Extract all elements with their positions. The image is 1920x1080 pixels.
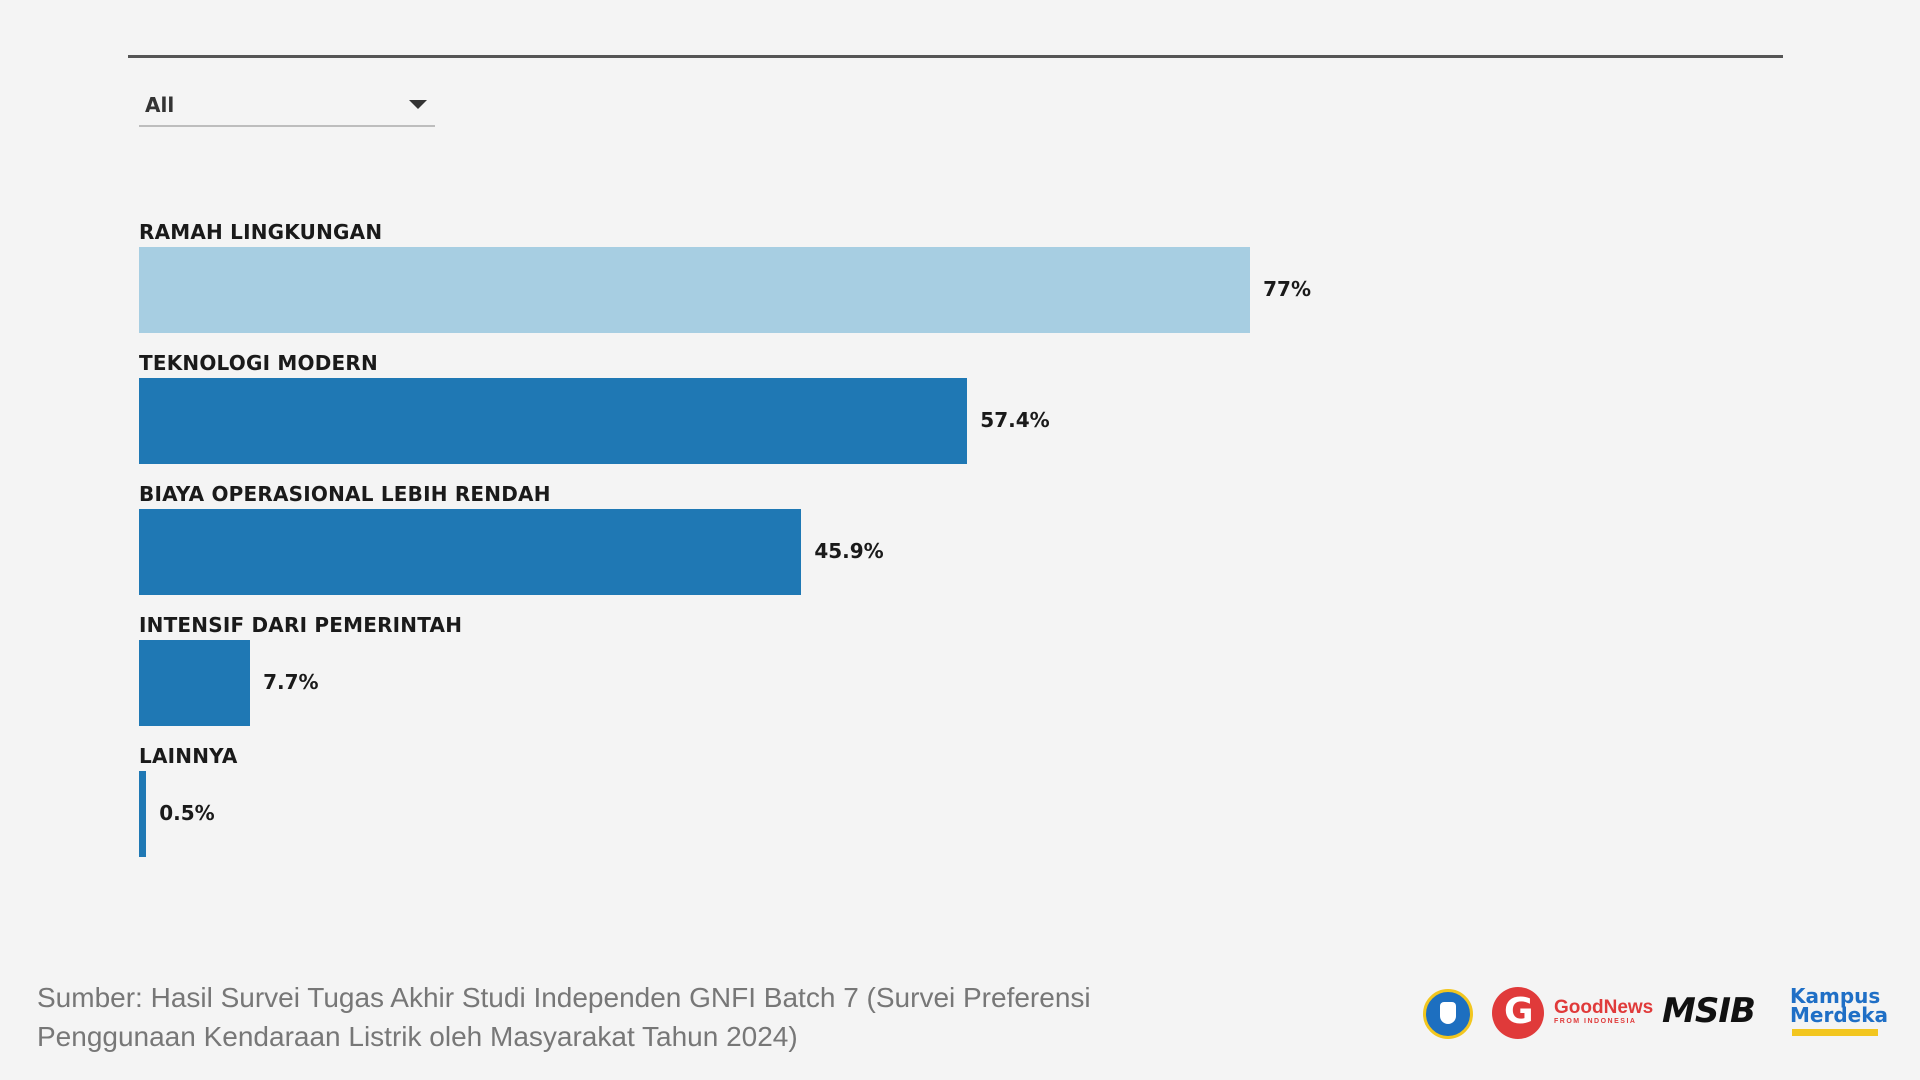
gnfi-name: GoodNews: [1554, 997, 1654, 1018]
category-label: INTENSIF DARI PEMERINTAH: [139, 613, 463, 637]
gnfi-logo-icon: [1492, 987, 1544, 1039]
bar[interactable]: [139, 771, 147, 857]
value-label: 57.4%: [980, 408, 1050, 432]
bar[interactable]: [139, 378, 968, 464]
category-label: BIAYA OPERASIONAL LEBIH RENDAH: [139, 482, 551, 506]
sponsor-logos: GoodNews FROM INDONESIA MSIB Kampus Merd…: [1420, 985, 1890, 1045]
value-label: 77%: [1263, 277, 1311, 301]
bar[interactable]: [139, 509, 802, 595]
gnfi-logo-text: GoodNews FROM INDONESIA: [1554, 997, 1654, 1027]
category-label: TEKNOLOGI MODERN: [139, 351, 378, 375]
category-label: RAMAH LINGKUNGAN: [139, 220, 383, 244]
category-label: LAINNYA: [139, 744, 238, 768]
top-divider: [128, 55, 1783, 58]
value-label: 45.9%: [814, 539, 884, 563]
value-label: 7.7%: [263, 670, 319, 694]
kemendikbud-logo-icon: [1423, 989, 1473, 1039]
bar-chart: RAMAH LINGKUNGAN 77% TEKNOLOGI MODERN 57.4%…: [139, 220, 1311, 857]
bar[interactable]: [139, 640, 251, 726]
bar[interactable]: [139, 247, 1251, 333]
source-note: Sumber: Hasil Survei Tugas Akhir Studi I…: [37, 982, 1091, 1052]
filter-selected-value: All: [145, 93, 175, 117]
chevron-down-icon[interactable]: [409, 100, 427, 109]
msib-logo: MSIB: [1662, 991, 1756, 1031]
value-label: 0.5%: [159, 801, 215, 825]
filter-dropdown[interactable]: All: [139, 85, 435, 127]
kampus-merdeka-logo: Kampus Merdeka: [1790, 984, 1889, 1027]
kampus-merdeka-band: [1792, 1029, 1878, 1036]
gnfi-tagline: FROM INDONESIA: [1554, 1018, 1637, 1025]
